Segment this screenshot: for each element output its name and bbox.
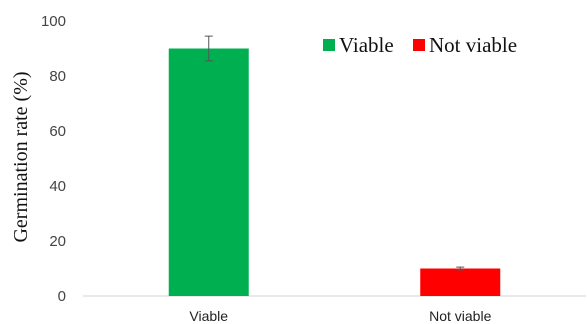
legend-label: Not viable bbox=[429, 33, 517, 57]
y-tick-label: 0 bbox=[58, 288, 66, 305]
y-axis-title: Germination rate (%) bbox=[10, 71, 32, 242]
legend-item: Viable bbox=[323, 33, 394, 57]
y-tick-label: 20 bbox=[49, 233, 66, 250]
category-labels: Viable Not viable bbox=[189, 308, 491, 324]
y-tick-label: 100 bbox=[41, 13, 66, 30]
bar bbox=[420, 268, 501, 296]
legend-swatch bbox=[323, 39, 335, 51]
legend: Viable Not viable bbox=[323, 33, 517, 57]
y-axis-ticks: 0 20 40 60 80 100 bbox=[41, 13, 66, 305]
legend-item: Not viable bbox=[413, 33, 517, 57]
legend-label: Viable bbox=[339, 33, 394, 57]
bars bbox=[168, 35, 501, 296]
y-tick-label: 60 bbox=[49, 123, 66, 140]
x-tick-label: Viable bbox=[189, 308, 228, 324]
x-tick-label: Not viable bbox=[429, 308, 491, 324]
y-tick-label: 40 bbox=[49, 178, 66, 195]
legend-swatch bbox=[413, 39, 425, 51]
error-bar bbox=[204, 35, 213, 62]
error-bar bbox=[456, 266, 465, 271]
bar bbox=[168, 48, 249, 296]
y-tick-label: 80 bbox=[49, 68, 66, 85]
